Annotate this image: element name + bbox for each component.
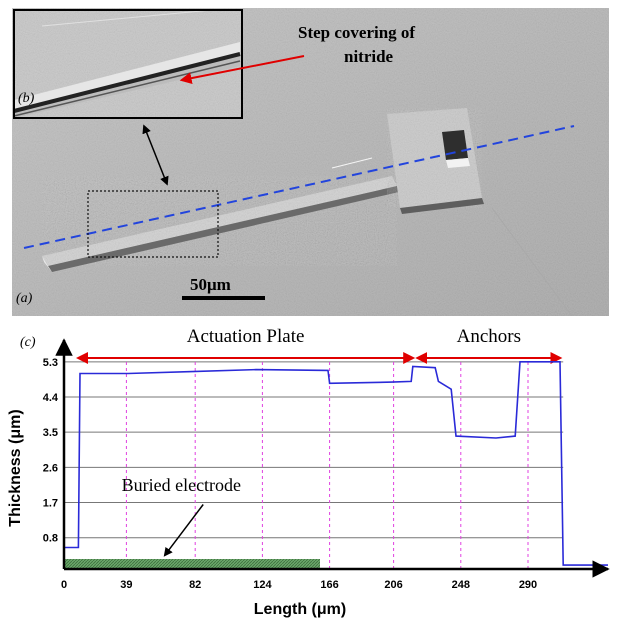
panel-b-label: (b) [18, 91, 35, 106]
x-tick-label: 39 [120, 579, 132, 591]
x-tick-label: 248 [452, 579, 470, 591]
inset-link-arrow [142, 124, 169, 186]
actuation-plate-label: Actuation Plate [187, 326, 305, 347]
y-axis-label: Thickness (μm) [7, 409, 24, 526]
scale-bar-label: 50μm [190, 275, 231, 294]
x-tick-labels: 0 39 82 124 166 206 248 290 [61, 579, 537, 591]
panel-c-label: (c) [20, 335, 36, 350]
beam-side-shadow [48, 186, 399, 272]
buried-electrode-bar [64, 559, 320, 568]
y-tick-label: 0.8 [43, 533, 58, 545]
nitride-callout-arrow [179, 55, 305, 85]
scale-bar [182, 296, 265, 300]
y-tick-labels: 0.8 1.7 2.6 3.5 4.4 5.3 [43, 357, 59, 545]
buried-electrode-arrow [163, 504, 204, 557]
grid-lines [64, 361, 564, 569]
anchor-via-hole [442, 130, 468, 160]
buried-electrode-label: Buried electrode [122, 475, 241, 495]
thickness-profile-line [64, 361, 608, 566]
x-axis-label: Length (μm) [254, 601, 346, 618]
x-tick-label: 290 [519, 579, 537, 591]
sem-micrograph: 50μm (a) (b) Step covering of nitride [12, 8, 609, 316]
nitride-callout-line2: nitride [344, 47, 394, 66]
x-tick-label: 166 [320, 579, 338, 591]
surface-scratch [491, 207, 573, 316]
x-tick-label: 124 [253, 579, 272, 591]
x-tick-label: 0 [61, 579, 67, 591]
y-tick-label: 1.7 [43, 498, 58, 510]
inset-b: (b) [13, 9, 243, 119]
surface-scratch [331, 157, 373, 169]
profile-scan-line [23, 125, 575, 249]
zoom-region-box [87, 190, 219, 258]
y-tick-label: 5.3 [43, 357, 58, 369]
anchors-label: Anchors [457, 326, 521, 347]
x-tick-label: 206 [384, 579, 402, 591]
anchor-via-rim [446, 158, 470, 168]
y-tick-label: 2.6 [43, 462, 58, 474]
beam-top-surface [42, 176, 397, 266]
y-tick-label: 4.4 [43, 392, 59, 404]
panel-a-label: (a) [16, 291, 33, 306]
anchor-pad-edge [400, 198, 484, 214]
nitride-callout-line1: Step covering of [298, 23, 415, 42]
axes [55, 338, 610, 578]
thickness-profile-chart: (c) 0 39 82 124 166 206 248 290 0.8 1.7 2.6 3.5 4.4… [7, 326, 610, 618]
x-tick-label: 82 [189, 579, 201, 591]
y-tick-label: 3.5 [43, 427, 58, 439]
